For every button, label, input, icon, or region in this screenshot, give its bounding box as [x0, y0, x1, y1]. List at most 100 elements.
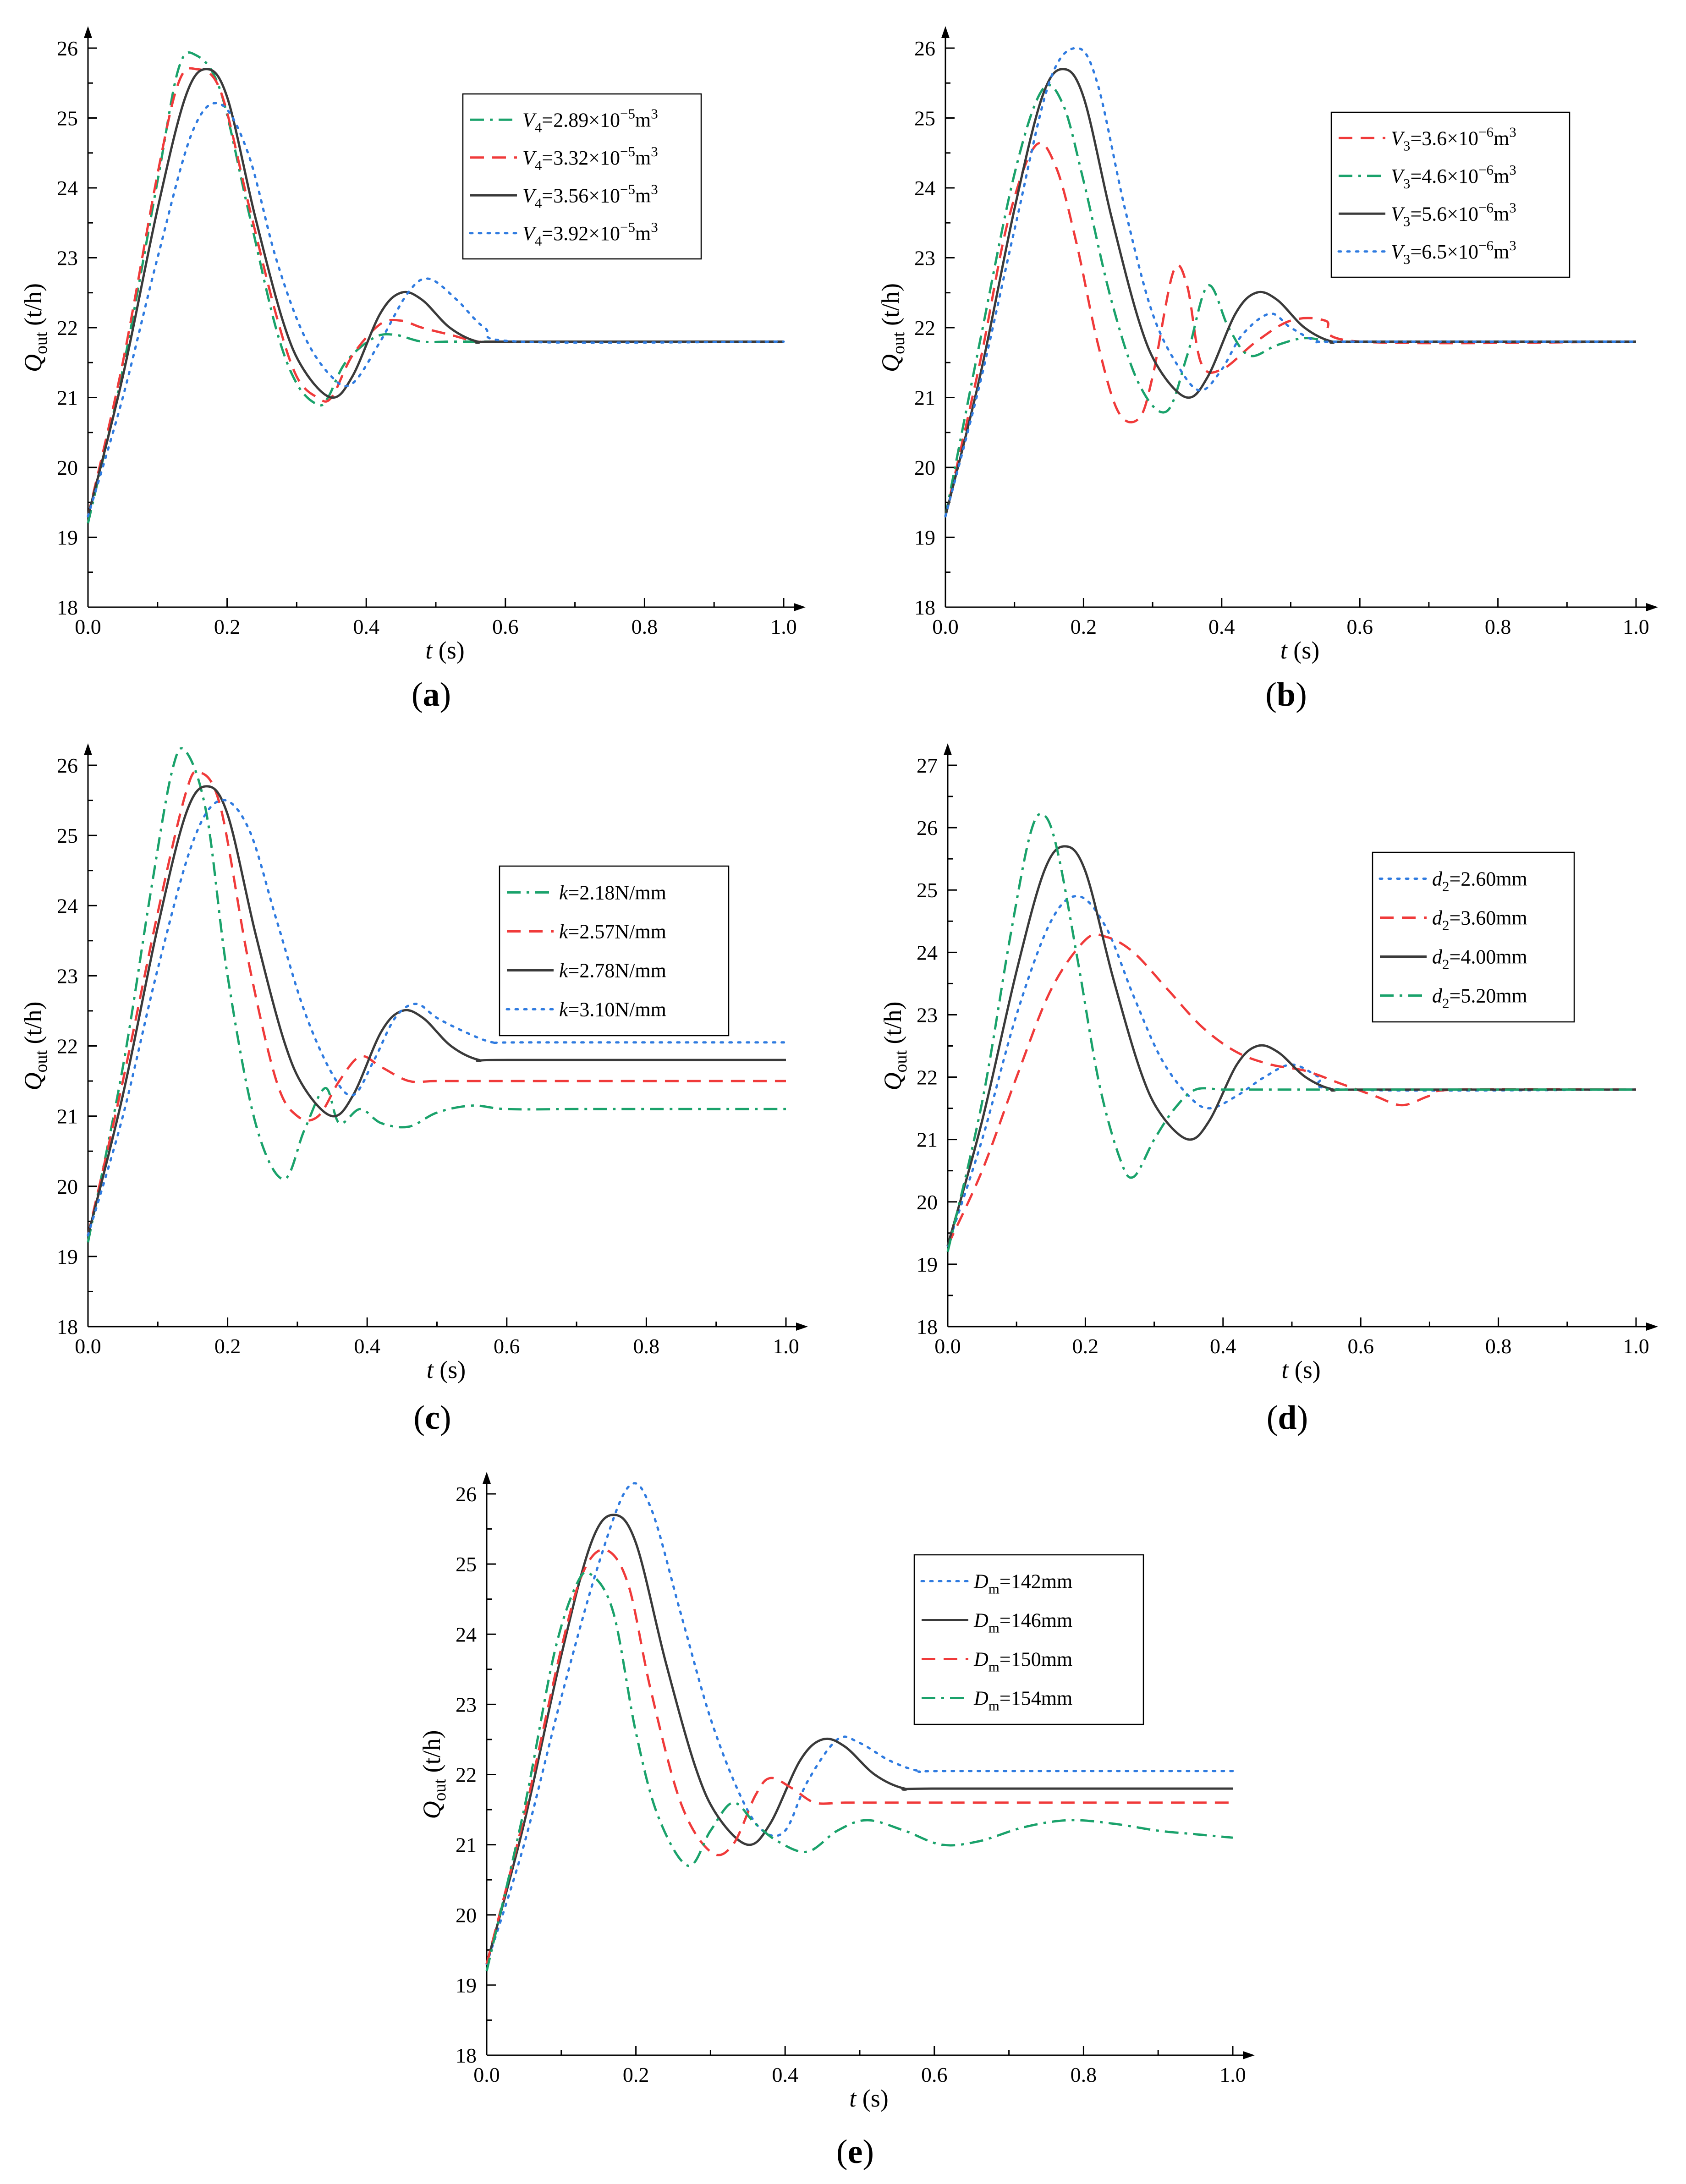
- series-line-4: [87, 102, 785, 518]
- y-tick-label: 19: [914, 526, 935, 549]
- x-tick-label: 0.2: [214, 1334, 241, 1358]
- y-tick-label: 20: [456, 1904, 477, 1927]
- x-axis-title: t (s): [425, 637, 465, 664]
- y-tick-label: 18: [57, 596, 78, 619]
- legend: V3=3.6×10−6m3 V3=4.6×10−6m3 V3=5.6×10−6m3 V…: [1330, 111, 1571, 278]
- y-tick-label: 25: [57, 107, 78, 130]
- y-tick-label: 20: [57, 456, 78, 479]
- y-tick-label: 22: [917, 1066, 938, 1089]
- x-tick-label: 0.4: [353, 615, 379, 638]
- x-axis-arrow-icon: [794, 603, 806, 611]
- series-line-3: [87, 785, 786, 1236]
- y-tick-label: 25: [456, 1553, 477, 1576]
- panels-layer: 0.0 0.2 0.4 0.6 0.8 1.0 18 19 20 21 22 23 24 25 26 t (s…: [19, 26, 1658, 2171]
- x-tick-label: 1.0: [773, 1334, 799, 1358]
- y-axis-arrow-icon: [941, 26, 950, 38]
- y-tick-label: 23: [917, 1003, 938, 1026]
- chart-panel-a: 0.0 0.2 0.4 0.6 0.8 1.0 18 19 20 21 22 23 24 25 26 t (s…: [19, 26, 806, 713]
- x-tick-label: 0.8: [1485, 1334, 1512, 1358]
- x-tick-label: 0.0: [934, 1334, 961, 1358]
- y-tick-label: 26: [57, 37, 78, 60]
- y-tick-label: 19: [456, 1974, 477, 1997]
- y-tick-label: 23: [456, 1693, 477, 1716]
- legend-label: k=2.57N/mm: [559, 921, 666, 943]
- y-tick-label: 21: [456, 1833, 477, 1857]
- legend-label: k=2.78N/mm: [559, 960, 666, 982]
- legend-label: d2=2.60mm: [1432, 868, 1527, 894]
- panel-label-c: (c): [413, 1399, 451, 1437]
- x-axis-arrow-icon: [1646, 603, 1658, 611]
- series-line-4: [944, 47, 1637, 518]
- series-line-4: [485, 1571, 1233, 1971]
- series-line-2: [946, 933, 1637, 1246]
- x-tick-label: 0.8: [1485, 615, 1511, 638]
- x-axis-title: t (s): [849, 2085, 889, 2112]
- x-tick-label: 0.6: [494, 1334, 520, 1358]
- legend-label: V3=5.6×10−6m3: [1391, 199, 1516, 229]
- x-tick-label: 1.0: [1219, 2063, 1246, 2086]
- legend: Dm=142mm Dm=146mm Dm=150mm Dm=154mm: [913, 1554, 1144, 1725]
- y-axis-arrow-icon: [483, 1472, 491, 1484]
- series-line-3: [946, 845, 1636, 1246]
- y-tick-label: 18: [456, 2044, 477, 2067]
- x-tick-label: 0.0: [75, 615, 101, 638]
- legend-label: V3=6.5×10−6m3: [1391, 237, 1516, 267]
- legend: k=2.18N/mm k=2.57N/mm k=2.78N/mm k=3.10N/mm: [499, 865, 730, 1037]
- y-tick-label: 20: [57, 1175, 78, 1198]
- y-tick-label: 24: [57, 176, 78, 200]
- y-axis-arrow-icon: [84, 26, 92, 38]
- chart-panel-d: 0.0 0.2 0.4 0.6 0.8 1.0 18 19 20 21 22 23 24 25 26 27 t …: [879, 743, 1658, 1437]
- x-tick-label: 0.4: [354, 1334, 380, 1358]
- legend-box: [499, 865, 730, 1037]
- x-tick-label: 0.2: [214, 615, 241, 638]
- y-tick-label: 20: [914, 456, 935, 479]
- x-tick-label: 0.8: [1071, 2063, 1097, 2086]
- y-tick-label: 24: [57, 894, 78, 917]
- x-axis-arrow-icon: [1646, 1322, 1658, 1331]
- chart-panel-c: 0.0 0.2 0.4 0.6 0.8 1.0 18 19 20 21 22 23 24 25 26 t (s…: [19, 743, 808, 1437]
- y-tick-label: 19: [57, 526, 78, 549]
- y-axis-title: Qout (t/h): [19, 1001, 51, 1090]
- y-tick-label: 19: [917, 1253, 938, 1276]
- y-axis-title: Qout (t/h): [19, 283, 51, 372]
- y-tick-label: 27: [917, 754, 938, 777]
- y-axis-arrow-icon: [84, 743, 92, 755]
- y-tick-label: 21: [57, 386, 78, 410]
- series-line-1: [87, 747, 786, 1243]
- legend-label: d2=4.00mm: [1432, 946, 1527, 972]
- panel-label-b: (b): [1265, 676, 1307, 713]
- y-tick-label: 21: [57, 1105, 78, 1128]
- x-tick-label: 0.2: [1072, 1334, 1099, 1358]
- y-tick-label: 18: [914, 596, 935, 619]
- series-line-3: [944, 68, 1636, 517]
- legend-box: [1330, 111, 1571, 278]
- legend-label: V4=3.32×10−5m3: [522, 143, 658, 173]
- y-tick-label: 24: [456, 1623, 477, 1646]
- legend-label: V4=3.56×10−5m3: [522, 181, 658, 211]
- series-line-4: [946, 812, 1636, 1252]
- x-tick-label: 1.0: [1623, 1334, 1649, 1358]
- panel-label-d: (d): [1267, 1399, 1308, 1437]
- y-tick-label: 22: [57, 316, 78, 340]
- legend-label: Dm=154mm: [973, 1687, 1072, 1714]
- legend-label: Dm=142mm: [973, 1570, 1072, 1597]
- legend-box: [462, 93, 702, 260]
- y-tick-label: 23: [914, 247, 935, 270]
- x-tick-label: 1.0: [1623, 615, 1649, 638]
- x-tick-label: 0.6: [921, 2063, 948, 2086]
- y-tick-label: 18: [917, 1315, 938, 1339]
- x-tick-label: 0.4: [1210, 1334, 1236, 1358]
- x-tick-label: 1.0: [770, 615, 797, 638]
- x-tick-label: 0.2: [623, 2063, 649, 2086]
- y-tick-label: 26: [914, 37, 935, 60]
- y-tick-label: 24: [917, 941, 938, 964]
- series-line-2: [87, 770, 786, 1236]
- y-tick-label: 25: [57, 824, 78, 847]
- panel-label-a: (a): [412, 676, 451, 713]
- y-tick-label: 18: [57, 1315, 78, 1339]
- y-tick-label: 22: [57, 1035, 78, 1058]
- x-axis-title: t (s): [1280, 637, 1320, 664]
- series-line-4: [87, 799, 787, 1237]
